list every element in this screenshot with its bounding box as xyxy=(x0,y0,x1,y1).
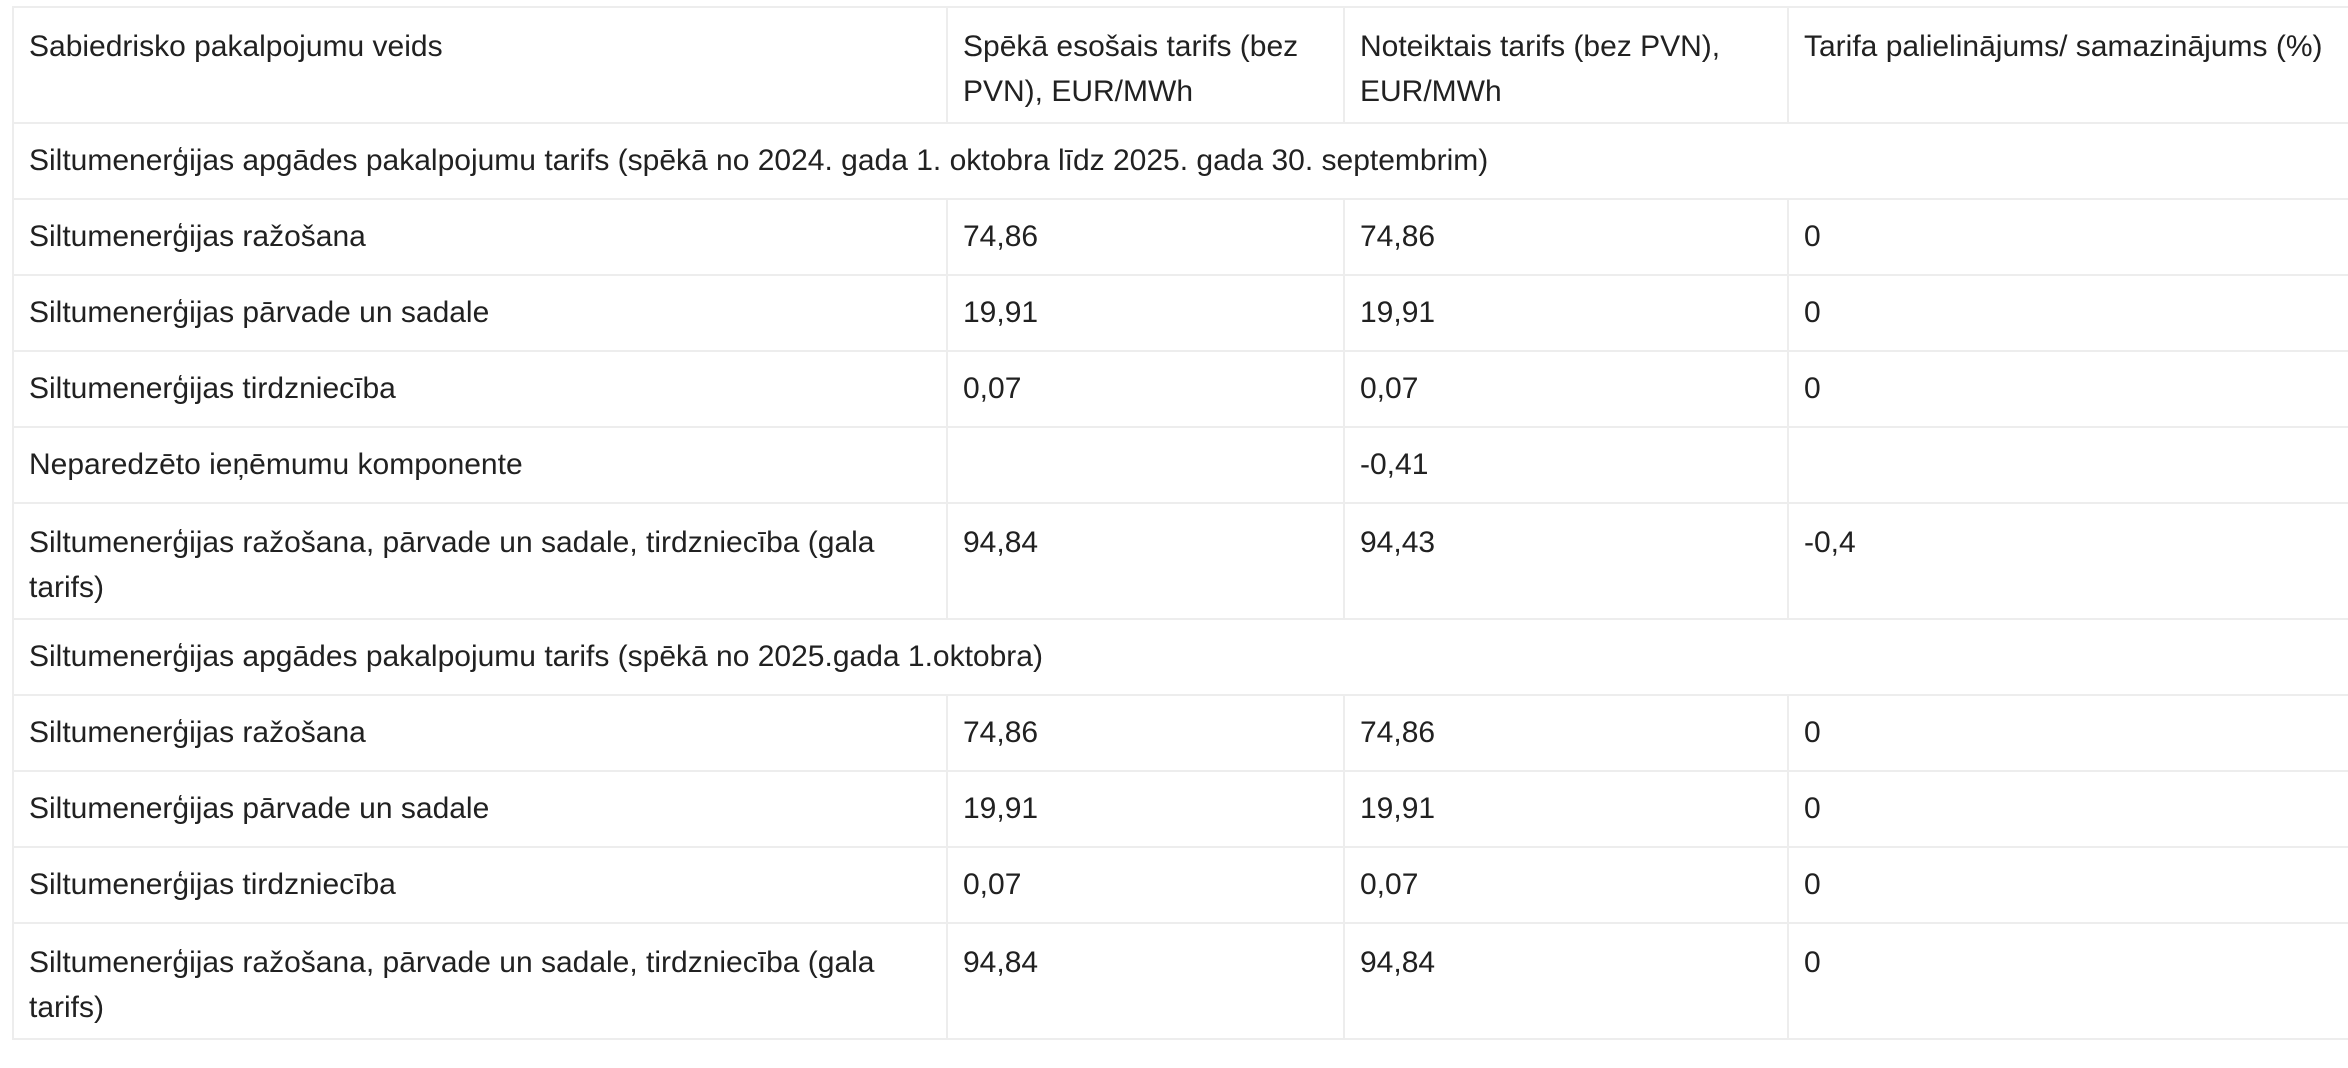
section-2-title-row: Siltumenerģijas apgādes pakalpojumu tari… xyxy=(12,618,2348,696)
table-row: Siltumenerģijas ražošana 74,86 74,86 0 xyxy=(12,198,2348,276)
table-row: Siltumenerģijas ražošana, pārvade un sad… xyxy=(12,502,2348,620)
cell-change: 0 xyxy=(1787,846,2348,924)
table-row: Neparedzēto ieņēmumu komponente -0,41 xyxy=(12,426,2348,504)
cell-service: Siltumenerģijas ražošana xyxy=(12,694,948,772)
cell-change: -0,4 xyxy=(1787,502,2348,620)
table-row: Siltumenerģijas ražošana, pārvade un sad… xyxy=(12,922,2348,1040)
section-2-title: Siltumenerģijas apgādes pakalpojumu tari… xyxy=(12,618,2348,696)
cell-change: 0 xyxy=(1787,922,2348,1040)
cell-change: 0 xyxy=(1787,770,2348,848)
header-current-tariff: Spēkā esošais tarifs (bez PVN), EUR/MWh xyxy=(946,6,1345,124)
tariff-table: Sabiedrisko pakalpojumu veids Spēkā esoš… xyxy=(12,6,2348,1040)
cell-service: Neparedzēto ieņēmumu komponente xyxy=(12,426,948,504)
cell-set: 94,43 xyxy=(1343,502,1789,620)
table-header-row: Sabiedrisko pakalpojumu veids Spēkā esoš… xyxy=(12,6,2348,124)
table-row: Siltumenerģijas pārvade un sadale 19,91 … xyxy=(12,274,2348,352)
table-row: Siltumenerģijas tirdzniecība 0,07 0,07 0 xyxy=(12,350,2348,428)
header-service-type: Sabiedrisko pakalpojumu veids xyxy=(12,6,948,124)
cell-service: Siltumenerģijas ražošana, pārvade un sad… xyxy=(12,502,948,620)
cell-service: Siltumenerģijas tirdzniecība xyxy=(12,350,948,428)
cell-service: Siltumenerģijas tirdzniecība xyxy=(12,846,948,924)
section-1-title-row: Siltumenerģijas apgādes pakalpojumu tari… xyxy=(12,122,2348,200)
cell-change: 0 xyxy=(1787,198,2348,276)
table-row: Siltumenerģijas pārvade un sadale 19,91 … xyxy=(12,770,2348,848)
cell-current: 94,84 xyxy=(946,922,1345,1040)
cell-service: Siltumenerģijas pārvade un sadale xyxy=(12,770,948,848)
header-tariff-change: Tarifa palielinājums/ samazinājums (%) xyxy=(1787,6,2348,124)
cell-change: 0 xyxy=(1787,694,2348,772)
section-1-title: Siltumenerģijas apgādes pakalpojumu tari… xyxy=(12,122,2348,200)
cell-current: 74,86 xyxy=(946,198,1345,276)
header-set-tariff: Noteiktais tarifs (bez PVN), EUR/MWh xyxy=(1343,6,1789,124)
cell-current: 74,86 xyxy=(946,694,1345,772)
cell-change: 0 xyxy=(1787,350,2348,428)
cell-service: Siltumenerģijas pārvade un sadale xyxy=(12,274,948,352)
cell-current: 94,84 xyxy=(946,502,1345,620)
cell-change xyxy=(1787,426,2348,504)
cell-current: 19,91 xyxy=(946,274,1345,352)
cell-service: Siltumenerģijas ražošana, pārvade un sad… xyxy=(12,922,948,1040)
cell-set: 74,86 xyxy=(1343,694,1789,772)
cell-current: 0,07 xyxy=(946,350,1345,428)
cell-set: 19,91 xyxy=(1343,770,1789,848)
tariff-table-container: Sabiedrisko pakalpojumu veids Spēkā esoš… xyxy=(12,6,2348,1040)
cell-set: 19,91 xyxy=(1343,274,1789,352)
cell-service: Siltumenerģijas ražošana xyxy=(12,198,948,276)
cell-change: 0 xyxy=(1787,274,2348,352)
table-row: Siltumenerģijas ražošana 74,86 74,86 0 xyxy=(12,694,2348,772)
cell-set: 0,07 xyxy=(1343,846,1789,924)
cell-current: 0,07 xyxy=(946,846,1345,924)
cell-set: -0,41 xyxy=(1343,426,1789,504)
cell-set: 0,07 xyxy=(1343,350,1789,428)
cell-current xyxy=(946,426,1345,504)
cell-set: 74,86 xyxy=(1343,198,1789,276)
table-row: Siltumenerģijas tirdzniecība 0,07 0,07 0 xyxy=(12,846,2348,924)
cell-set: 94,84 xyxy=(1343,922,1789,1040)
cell-current: 19,91 xyxy=(946,770,1345,848)
